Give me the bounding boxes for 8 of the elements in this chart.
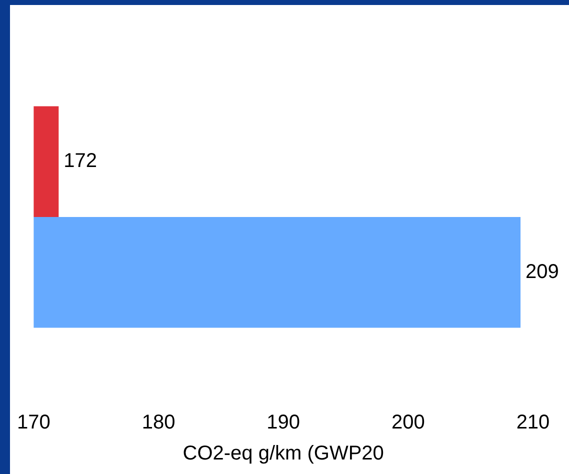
x-axis-title: CO2-eq g/km (GWP20	[182, 442, 384, 465]
data-label: 209	[526, 260, 559, 283]
x-tick-label: 200	[391, 412, 425, 434]
x-tick-label: 190	[266, 412, 300, 434]
x-tick-label: 170	[16, 412, 50, 434]
data-label: 172	[64, 150, 98, 172]
x-tick-label: 210	[516, 412, 550, 434]
x-tick-label: 180	[142, 412, 176, 434]
